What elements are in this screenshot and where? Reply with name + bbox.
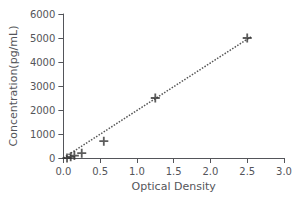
- svg-text:5000: 5000: [30, 33, 55, 44]
- svg-text:Concentration(pg/mL): Concentration(pg/mL): [7, 26, 20, 147]
- svg-text:2.5: 2.5: [239, 166, 255, 177]
- svg-text:Optical Density: Optical Density: [132, 180, 217, 193]
- svg-text:3000: 3000: [30, 81, 55, 92]
- svg-text:2.0: 2.0: [202, 166, 218, 177]
- svg-text:0: 0: [49, 153, 55, 164]
- svg-text:2000: 2000: [30, 105, 55, 116]
- svg-text:1.5: 1.5: [166, 166, 182, 177]
- svg-text:1.0: 1.0: [129, 166, 145, 177]
- svg-text:1000: 1000: [30, 129, 55, 140]
- svg-text:0.0: 0.0: [55, 166, 71, 177]
- svg-text:4000: 4000: [30, 57, 55, 68]
- svg-text:3.0: 3.0: [276, 166, 292, 177]
- svg-text:0.5: 0.5: [92, 166, 108, 177]
- svg-text:6000: 6000: [30, 9, 55, 20]
